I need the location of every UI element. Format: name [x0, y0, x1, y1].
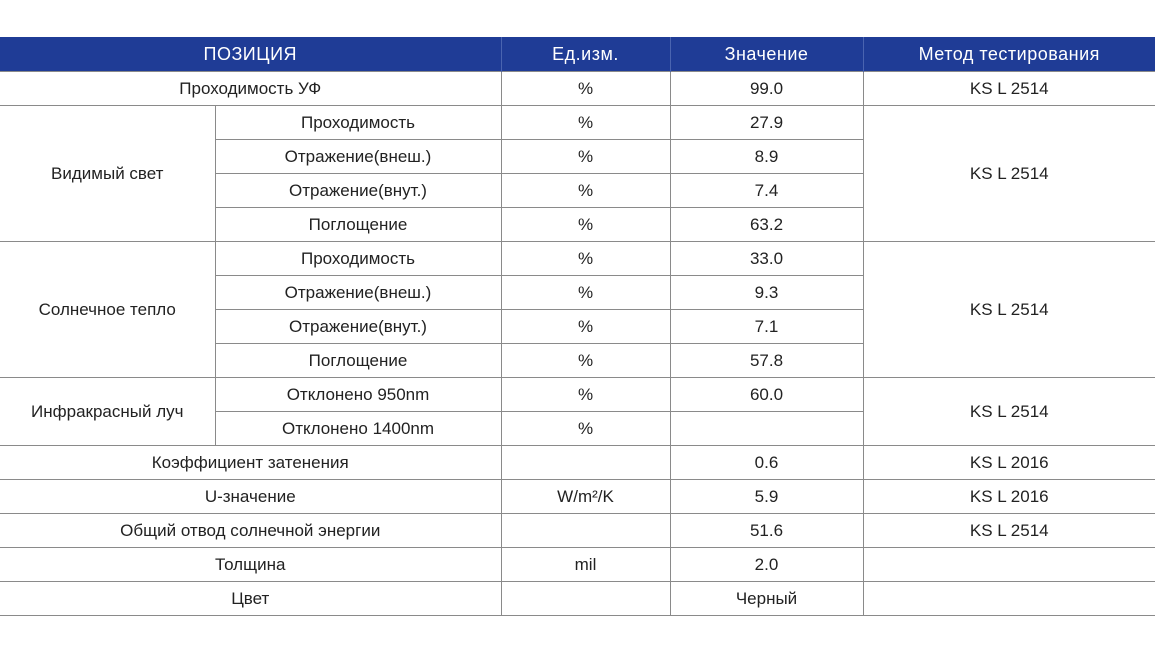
row-value: 99.0	[669, 71, 864, 106]
table-row: Отклонено 1400nm %	[0, 411, 1155, 446]
row-value: 63.2	[669, 207, 863, 242]
group-method: KS L 2514	[862, 241, 1155, 378]
group-label: Видимый свет	[0, 105, 216, 242]
row-sublabel: Проходимость	[214, 105, 502, 140]
group-method: KS L 2514	[862, 377, 1155, 446]
row-value: 27.9	[669, 105, 864, 140]
header-unit: Ед.изм.	[500, 37, 670, 72]
group-label: Инфракрасный луч	[0, 377, 216, 446]
row-value: 5.9	[669, 479, 864, 514]
group-method: KS L 2514	[862, 105, 1155, 242]
group-label: Солнечное тепло	[0, 241, 216, 378]
row-method: KS L 2016	[862, 479, 1155, 514]
row-method	[862, 547, 1155, 582]
row-sublabel: Отражение(внеш.)	[215, 139, 502, 174]
header-value: Значение	[669, 37, 863, 72]
row-unit: %	[500, 411, 671, 446]
row-label: Проходимость УФ	[0, 71, 502, 106]
table-row: Цвет Черный	[0, 581, 1155, 616]
table-row: Коэффициент затенения 0.6 KS L 2016	[0, 445, 1155, 480]
row-value: 57.8	[669, 343, 863, 378]
table-row: Отражение(внеш.) % 8.9	[0, 139, 1155, 174]
row-value	[669, 411, 863, 446]
row-sublabel: Отражение(внеш.)	[215, 275, 502, 310]
row-unit: %	[500, 207, 671, 242]
row-sublabel: Поглощение	[215, 343, 502, 378]
table-row: Отражение(внут.) % 7.4	[0, 173, 1155, 208]
row-value: 0.6	[669, 445, 864, 480]
row-label: Цвет	[0, 581, 502, 616]
row-value: 8.9	[669, 139, 863, 174]
row-value: 7.1	[669, 309, 863, 344]
row-label: U-значение	[0, 479, 502, 514]
row-label: Общий отвод солнечной энергии	[0, 513, 502, 548]
row-method: KS L 2016	[862, 445, 1155, 480]
row-sublabel: Отражение(внут.)	[215, 173, 502, 208]
spec-table: ПОЗИЦИЯ Ед.изм. Значение Метод тестирова…	[0, 37, 1155, 616]
row-unit	[500, 581, 671, 616]
table-row: Проходимость УФ % 99.0 KS L 2514	[0, 71, 1155, 106]
row-value: 33.0	[669, 241, 864, 276]
row-unit: %	[500, 343, 671, 378]
row-sublabel: Отражение(внут.)	[215, 309, 502, 344]
row-label: Коэффициент затенения	[0, 445, 502, 480]
row-value: 60.0	[669, 377, 864, 412]
row-value: 7.4	[669, 173, 863, 208]
row-unit	[500, 513, 671, 548]
table-row: Видимый свет Проходимость % 27.9 KS L 25…	[0, 105, 1155, 242]
table-row: Толщина mil 2.0	[0, 547, 1155, 582]
row-value: Черный	[669, 581, 864, 616]
header-method: Метод тестирования	[862, 37, 1155, 72]
row-sublabel: Поглощение	[215, 207, 502, 242]
row-sublabel: Отклонено 950nm	[214, 377, 502, 412]
table-row: Общий отвод солнечной энергии 51.6 KS L …	[0, 513, 1155, 548]
row-value: 2.0	[669, 547, 864, 582]
header-position: ПОЗИЦИЯ	[0, 37, 501, 72]
row-method: KS L 2514	[862, 513, 1155, 548]
row-method	[862, 581, 1155, 616]
row-label: Толщина	[0, 547, 502, 582]
row-sublabel: Проходимость	[214, 241, 502, 276]
row-unit: %	[500, 377, 671, 412]
table-row: Отражение(внеш.) % 9.3	[0, 275, 1155, 310]
row-method: KS L 2514	[862, 71, 1155, 106]
row-unit: %	[500, 309, 671, 344]
row-unit: %	[500, 173, 671, 208]
table-row: U-значение W/m²/K 5.9 KS L 2016	[0, 479, 1155, 514]
row-unit: %	[500, 139, 671, 174]
row-unit: %	[500, 241, 671, 276]
row-unit: W/m²/K	[500, 479, 671, 514]
row-unit: mil	[500, 547, 671, 582]
row-unit: %	[500, 71, 671, 106]
row-unit: %	[500, 105, 671, 140]
table-row: Солнечное тепло Проходимость % 33.0 KS L…	[0, 241, 1155, 378]
header-row: ПОЗИЦИЯ Ед.изм. Значение Метод тестирова…	[0, 37, 1155, 72]
row-sublabel: Отклонено 1400nm	[215, 411, 502, 446]
row-value: 51.6	[669, 513, 864, 548]
row-unit	[500, 445, 671, 480]
row-value: 9.3	[669, 275, 863, 310]
table-row: Инфракрасный луч Отклонено 950nm % 60.0 …	[0, 377, 1155, 446]
row-unit: %	[500, 275, 671, 310]
